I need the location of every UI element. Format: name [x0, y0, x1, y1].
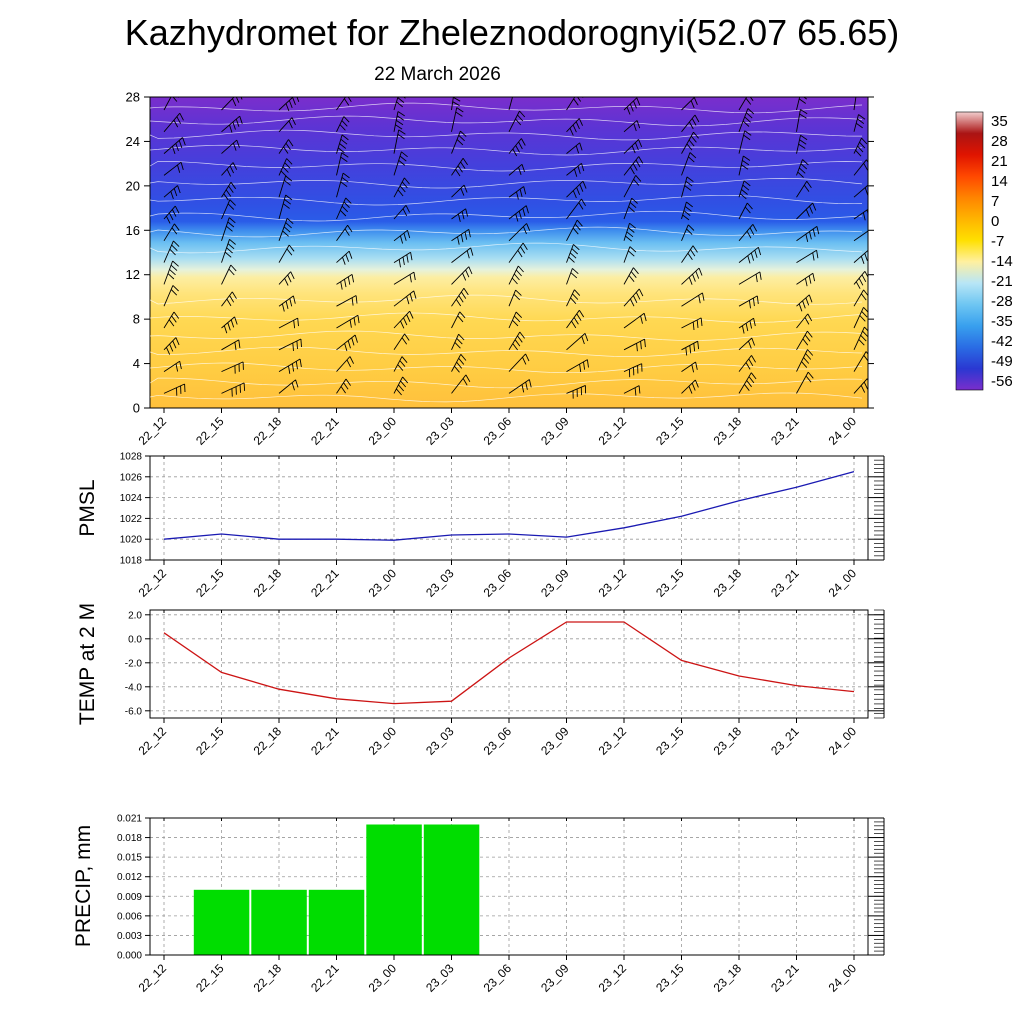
svg-text:23_09: 23_09: [538, 414, 572, 448]
svg-text:23_12: 23_12: [596, 724, 630, 758]
svg-text:-14: -14: [991, 253, 1013, 270]
svg-text:23_18: 23_18: [711, 961, 745, 995]
svg-text:2.0: 2.0: [128, 610, 142, 621]
svg-text:1022: 1022: [120, 514, 143, 525]
svg-text:23_00: 23_00: [366, 724, 400, 758]
svg-text:22_15: 22_15: [193, 724, 227, 758]
svg-text:-2.0: -2.0: [125, 658, 143, 669]
svg-text:0: 0: [133, 401, 140, 416]
svg-text:28: 28: [991, 133, 1008, 150]
svg-text:22_15: 22_15: [193, 414, 227, 448]
svg-text:23_18: 23_18: [711, 566, 745, 600]
svg-text:23_03: 23_03: [423, 724, 457, 758]
svg-text:24: 24: [126, 134, 140, 149]
svg-text:0.018: 0.018: [117, 833, 142, 844]
svg-text:22_15: 22_15: [193, 961, 227, 995]
svg-text:-42: -42: [991, 333, 1013, 350]
svg-text:-28: -28: [991, 293, 1013, 310]
svg-text:22_21: 22_21: [308, 414, 342, 448]
svg-text:21: 21: [991, 153, 1008, 170]
svg-text:1024: 1024: [120, 493, 143, 504]
svg-text:22_12: 22_12: [136, 566, 170, 600]
svg-text:23_15: 23_15: [653, 961, 687, 995]
svg-text:23_06: 23_06: [481, 724, 515, 758]
svg-text:23_09: 23_09: [538, 961, 572, 995]
svg-text:-35: -35: [991, 313, 1013, 330]
svg-text:22_18: 22_18: [251, 414, 285, 448]
svg-text:-6.0: -6.0: [125, 706, 143, 717]
svg-text:23_12: 23_12: [596, 961, 630, 995]
svg-text:4: 4: [133, 356, 140, 371]
svg-text:35: 35: [991, 113, 1008, 130]
svg-text:0.006: 0.006: [117, 911, 142, 922]
svg-text:1028: 1028: [120, 452, 143, 463]
date-subtitle: 22 March 2026: [374, 64, 501, 85]
svg-text:23_21: 23_21: [768, 724, 802, 758]
svg-text:23_03: 23_03: [423, 566, 457, 600]
svg-text:1020: 1020: [120, 535, 143, 546]
svg-text:0.003: 0.003: [117, 931, 142, 942]
svg-text:23_12: 23_12: [596, 566, 630, 600]
svg-text:0.015: 0.015: [117, 853, 142, 864]
svg-text:-4.0: -4.0: [125, 682, 143, 693]
svg-text:23_15: 23_15: [653, 566, 687, 600]
svg-text:22_12: 22_12: [136, 724, 170, 758]
svg-text:8: 8: [133, 312, 140, 327]
svg-text:7: 7: [991, 193, 999, 210]
svg-text:12: 12: [126, 267, 140, 282]
svg-text:24_00: 24_00: [826, 566, 860, 600]
page-title: Kazhydromet for Zheleznodorognyi(52.07 6…: [124, 12, 900, 53]
svg-text:0.000: 0.000: [117, 951, 142, 962]
svg-text:16: 16: [126, 223, 140, 238]
svg-text:0.009: 0.009: [117, 892, 142, 903]
svg-text:0: 0: [991, 213, 999, 230]
svg-text:22_21: 22_21: [308, 566, 342, 600]
svg-text:23_18: 23_18: [711, 724, 745, 758]
svg-text:23_21: 23_21: [768, 566, 802, 600]
svg-text:23_00: 23_00: [366, 566, 400, 600]
svg-text:0.021: 0.021: [117, 814, 142, 825]
svg-text:23_06: 23_06: [481, 566, 515, 600]
svg-text:0.012: 0.012: [117, 872, 142, 883]
svg-text:22_18: 22_18: [251, 961, 285, 995]
svg-text:24_00: 24_00: [826, 724, 860, 758]
svg-text:23_06: 23_06: [481, 414, 515, 448]
svg-text:23_06: 23_06: [481, 961, 515, 995]
svg-text:23_00: 23_00: [366, 414, 400, 448]
svg-text:22_18: 22_18: [251, 566, 285, 600]
svg-text:23_03: 23_03: [423, 414, 457, 448]
svg-text:23_03: 23_03: [423, 961, 457, 995]
svg-text:28: 28: [126, 90, 140, 105]
svg-text:-49: -49: [991, 353, 1013, 370]
svg-text:0.0: 0.0: [128, 634, 142, 645]
svg-text:23_12: 23_12: [596, 414, 630, 448]
svg-text:22_18: 22_18: [251, 724, 285, 758]
svg-text:1026: 1026: [120, 472, 143, 483]
svg-text:14: 14: [991, 173, 1008, 190]
svg-text:-21: -21: [991, 273, 1013, 290]
svg-text:24_00: 24_00: [826, 414, 860, 448]
svg-text:22_12: 22_12: [136, 414, 170, 448]
svg-text:24_00: 24_00: [826, 961, 860, 995]
svg-text:23_00: 23_00: [366, 961, 400, 995]
svg-text:22_21: 22_21: [308, 961, 342, 995]
svg-text:23_15: 23_15: [653, 724, 687, 758]
svg-text:22_15: 22_15: [193, 566, 227, 600]
svg-text:22_21: 22_21: [308, 724, 342, 758]
svg-text:1018: 1018: [120, 556, 143, 567]
svg-text:23_21: 23_21: [768, 414, 802, 448]
svg-text:20: 20: [126, 178, 140, 193]
svg-text:23_09: 23_09: [538, 566, 572, 600]
svg-text:23_15: 23_15: [653, 414, 687, 448]
svg-text:23_21: 23_21: [768, 961, 802, 995]
svg-text:-7: -7: [991, 233, 1004, 250]
svg-text:23_18: 23_18: [711, 414, 745, 448]
svg-text:-56: -56: [991, 373, 1013, 390]
svg-text:23_09: 23_09: [538, 724, 572, 758]
svg-text:22_12: 22_12: [136, 961, 170, 995]
